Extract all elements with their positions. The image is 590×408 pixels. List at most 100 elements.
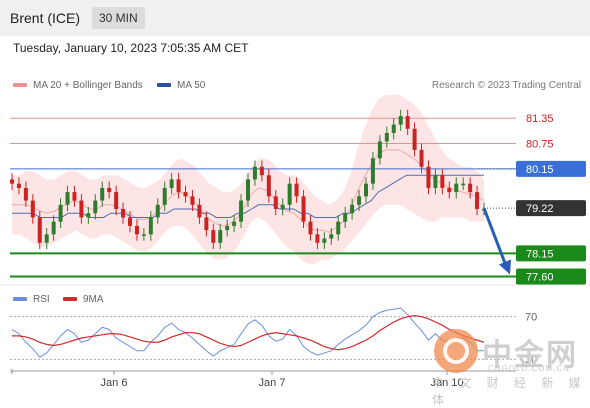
legend-bollinger: MA 20 + Bollinger Bands: [13, 80, 143, 91]
candle-body: [141, 234, 146, 236]
candle-body: [148, 217, 153, 235]
candle-body: [100, 187, 105, 201]
candle-body: [86, 213, 91, 218]
watermark-logo-text: 中金网: [482, 338, 578, 373]
candle-body: [447, 187, 452, 193]
candle-body: [225, 225, 230, 231]
last-price-label: 79.22: [526, 203, 554, 215]
candle-body: [461, 183, 466, 186]
candle-body: [58, 204, 63, 222]
time-axis: Jan 6 Jan 7 Jan 10: [10, 329, 516, 389]
support-label-box: [516, 268, 586, 285]
bollinger-label: MA 20 + Bollinger Bands: [33, 80, 143, 91]
candle-body: [308, 221, 313, 235]
support-label: 77.60: [526, 272, 554, 284]
candle-body: [454, 183, 459, 193]
legend-ma50: MA 50: [157, 80, 205, 91]
candle-body: [211, 230, 216, 243]
candle-body: [301, 196, 306, 222]
candle-body: [370, 158, 375, 184]
candle-body: [343, 213, 348, 222]
candle-body: [93, 200, 98, 214]
legend-rsi: RSI: [13, 294, 50, 305]
time-tick-label: Jan 7: [259, 377, 286, 389]
rsi-ma-label: 9MA: [83, 294, 104, 305]
candle-body: [239, 200, 244, 222]
ma50-swatch: [157, 83, 171, 88]
candle-body: [259, 166, 264, 176]
candle-body: [128, 217, 132, 226]
time-tick-label: Jan 10: [430, 377, 463, 389]
last-price-box: [516, 200, 586, 217]
candle-body: [169, 179, 174, 188]
pivot-label: 80.15: [526, 164, 554, 176]
candle-body: [16, 183, 21, 188]
candle-body: [121, 209, 126, 218]
forecast-arrow-shaft: [482, 207, 509, 269]
candle-body: [183, 192, 188, 197]
candle-body: [468, 183, 473, 193]
candle-body: [23, 187, 28, 201]
candle-body: [433, 175, 438, 188]
candle-body: [107, 187, 112, 193]
attribution: Research © 2023 Trading Central: [431, 80, 581, 91]
forecast-arrow-head: [499, 259, 511, 275]
rsi-swatch: [13, 297, 27, 302]
rsi-line: [11, 307, 484, 358]
candle-body: [294, 183, 299, 197]
ma50-label: MA 50: [177, 80, 206, 91]
candle-body: [426, 166, 431, 188]
forecast-arrow: [482, 207, 511, 275]
candle-body: [391, 124, 396, 133]
resistance-label: 80.75: [526, 139, 554, 151]
candle-body: [350, 204, 355, 214]
candle-body: [357, 196, 362, 205]
candle-body: [475, 192, 480, 209]
candle-body: [232, 221, 237, 226]
candle-body: [280, 204, 285, 209]
candle-body: [44, 234, 49, 243]
candle-body: [266, 175, 271, 197]
rsi-ma-line: [12, 314, 485, 351]
chart-datetime: Tuesday, January 10, 2023 7:05:35 AM CET: [13, 41, 249, 55]
resistance-label: 81.35: [526, 113, 554, 125]
rsi-level-label: 70: [525, 312, 537, 324]
watermark-logo-icon: [434, 329, 478, 373]
rsi-level-label: 30: [525, 354, 537, 366]
candle-body: [197, 204, 202, 218]
candle-body: [204, 217, 209, 231]
candle-body: [162, 187, 167, 205]
rsi-ma-swatch: [63, 297, 77, 302]
candle-body: [246, 179, 250, 201]
candle-body: [419, 149, 424, 167]
header-bar: Brent (ICE) 30 MIN: [0, 0, 590, 36]
candle-body: [190, 196, 195, 205]
candle-body: [218, 230, 223, 243]
ma50-line: [12, 174, 484, 218]
candle-body: [114, 192, 119, 209]
candle-body: [364, 183, 368, 197]
candle-body: [65, 192, 70, 205]
candle-body: [377, 141, 382, 159]
timeframe-button[interactable]: 30 MIN: [92, 7, 145, 29]
candle-body: [79, 200, 84, 218]
rsi-panel: 70 30: [10, 307, 537, 366]
candle-body: [412, 128, 417, 150]
candle-body: [287, 183, 292, 205]
support-label: 78.15: [526, 248, 554, 260]
candle-body: [51, 221, 56, 235]
support-label-box: [516, 245, 586, 262]
candle-body: [329, 234, 334, 239]
candle-body: [322, 238, 327, 243]
candle-body: [440, 175, 445, 188]
candle-body: [336, 221, 341, 235]
instrument-title: Brent (ICE): [10, 10, 81, 26]
candle-body: [398, 116, 403, 125]
candle-body: [37, 217, 42, 243]
rsi-label: RSI: [33, 294, 50, 305]
candle-body: [384, 133, 389, 142]
bollinger-swatch: [13, 83, 27, 88]
candle-body: [10, 179, 14, 184]
candle-body: [252, 166, 257, 180]
